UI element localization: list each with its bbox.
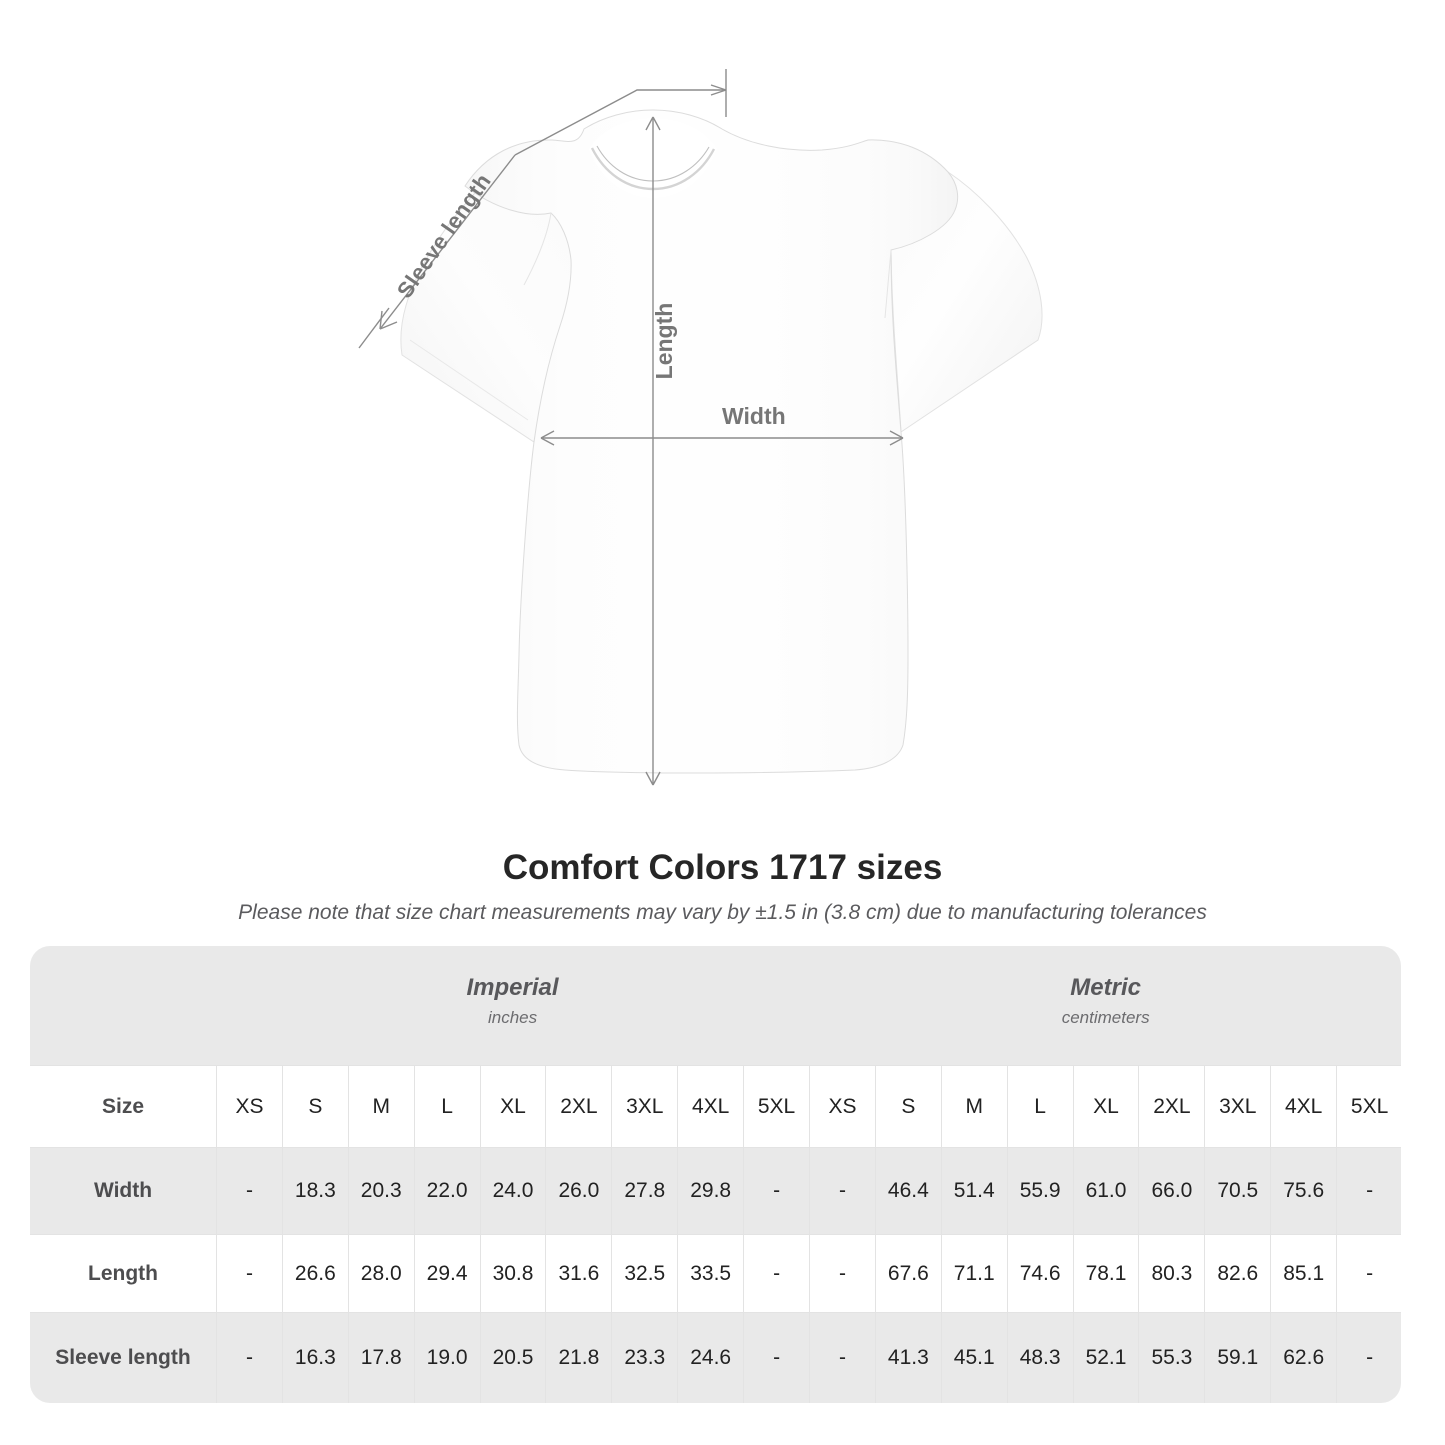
svg-text:Length: Length: [651, 303, 677, 380]
svg-text:Width: Width: [722, 403, 786, 429]
